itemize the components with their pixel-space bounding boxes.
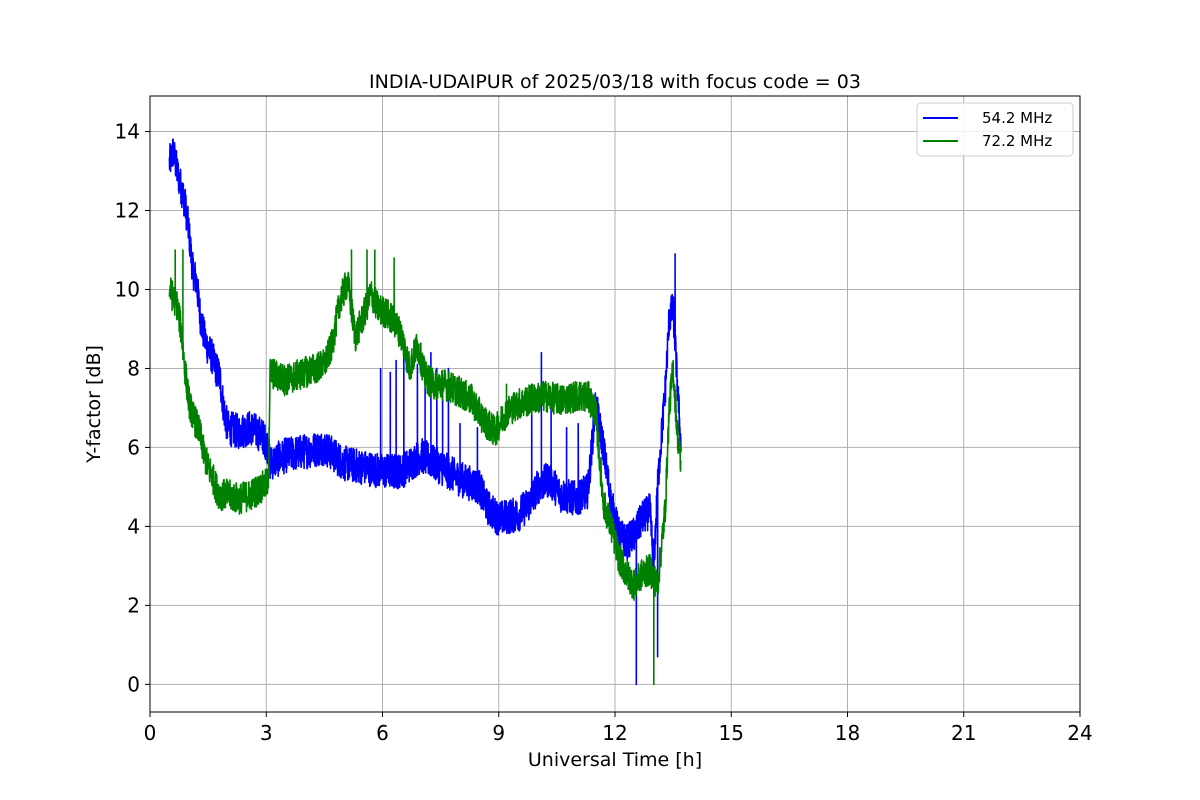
- y-axis-label: Y-factor [dB]: [83, 345, 105, 464]
- y-tick-label: 2: [127, 593, 140, 617]
- x-tick-label: 15: [719, 721, 744, 745]
- x-tick-label: 6: [376, 721, 389, 745]
- series-area: [168, 138, 682, 686]
- y-tick-label: 0: [127, 672, 140, 696]
- chart-title: INDIA-UDAIPUR of 2025/03/18 with focus c…: [369, 71, 861, 93]
- series-line-72-2-mhz: [168, 249, 682, 686]
- x-tick-label: 18: [835, 721, 860, 745]
- legend-label-54mhz: 54.2 MHz: [982, 109, 1052, 127]
- legend: 54.2 MHz 72.2 MHz: [916, 102, 1074, 157]
- x-tick-label: 24: [1067, 721, 1092, 745]
- y-tick-label: 12: [115, 199, 140, 223]
- y-tick-label: 8: [127, 356, 140, 380]
- legend-box: [916, 102, 1074, 157]
- y-tick-label: 14: [115, 120, 140, 144]
- x-axis-label: Universal Time [h]: [528, 749, 702, 771]
- y-tick-label: 4: [127, 514, 140, 538]
- x-tick-label: 3: [260, 721, 273, 745]
- x-tick-label: 0: [144, 721, 157, 745]
- x-tick-label: 12: [602, 721, 627, 745]
- x-tick-label: 21: [951, 721, 976, 745]
- y-tick-label: 10: [115, 277, 140, 301]
- y-tick-label: 6: [127, 435, 140, 459]
- legend-label-72mhz: 72.2 MHz: [982, 132, 1052, 150]
- x-tick-label: 9: [492, 721, 505, 745]
